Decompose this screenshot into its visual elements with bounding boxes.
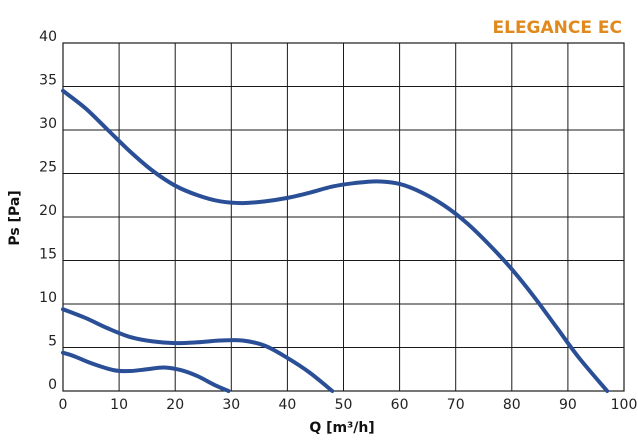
plot-border (62, 42, 625, 392)
y-tick-label: 35 (39, 73, 57, 89)
x-tick-label: 80 (503, 397, 521, 413)
x-tick-label: 30 (222, 397, 240, 413)
x-tick-label: 0 (59, 397, 68, 413)
chart-title: ELEGANCE EC (493, 18, 623, 38)
y-tick-label: 15 (39, 247, 57, 263)
tick-labels: 0 10 20 30 40 50 60 70 80 90 100 0 5 10 15 20 25 30 35 40 (39, 29, 637, 413)
y-tick-label: 0 (48, 377, 57, 393)
y-tick-label: 20 (39, 203, 57, 219)
y-tick-label: 30 (39, 116, 57, 132)
series-line-3 (61, 350, 231, 393)
x-axis-label: Q [m³/h] (309, 420, 374, 436)
x-tick-label: 20 (166, 397, 184, 413)
y-tick-label: 25 (39, 160, 57, 176)
y-tick-label: 10 (39, 290, 57, 306)
grid (62, 42, 625, 392)
x-tick-label: 100 (611, 397, 638, 413)
series-lines (61, 88, 610, 393)
x-tick-label: 90 (559, 397, 577, 413)
x-tick-label: 60 (391, 397, 409, 413)
x-tick-label: 40 (278, 397, 296, 413)
y-tick-label: 40 (39, 29, 57, 45)
series-line-2 (61, 307, 335, 393)
series-line-1 (61, 88, 610, 393)
x-tick-label: 70 (447, 397, 465, 413)
y-axis-label: Ps [Pa] (7, 190, 23, 245)
x-tick-label: 10 (110, 397, 128, 413)
x-tick-label: 50 (335, 397, 353, 413)
y-tick-label: 5 (48, 334, 57, 350)
